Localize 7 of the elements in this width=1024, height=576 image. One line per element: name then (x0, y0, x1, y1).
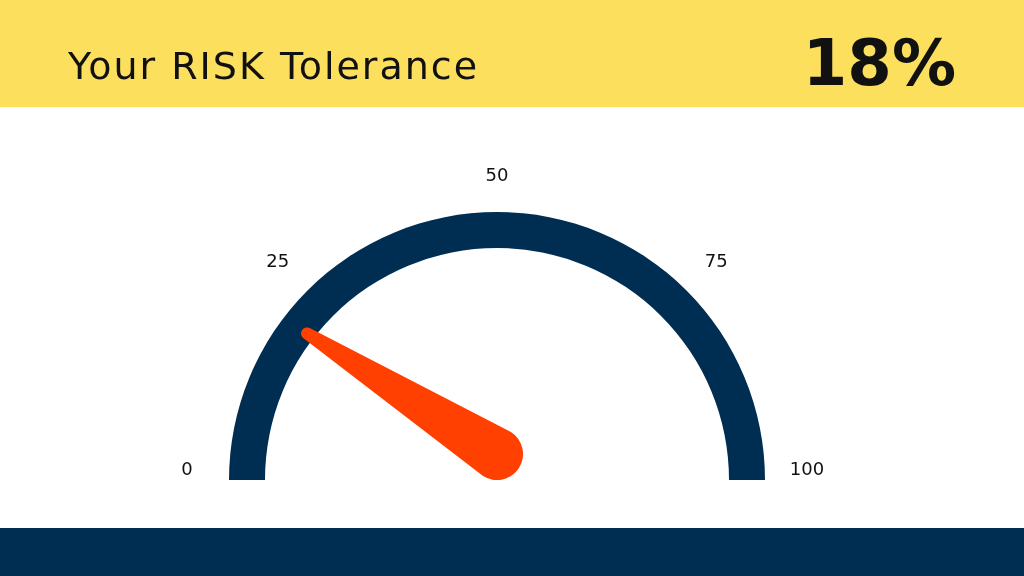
text: 75 (704, 249, 728, 271)
text: 50 (485, 163, 509, 185)
text: 0 (181, 457, 193, 479)
text: Your RISK Tolerance (68, 44, 480, 88)
data-label: 18% (802, 26, 956, 100)
text: 100 (789, 457, 825, 479)
text: 25 (266, 249, 290, 271)
